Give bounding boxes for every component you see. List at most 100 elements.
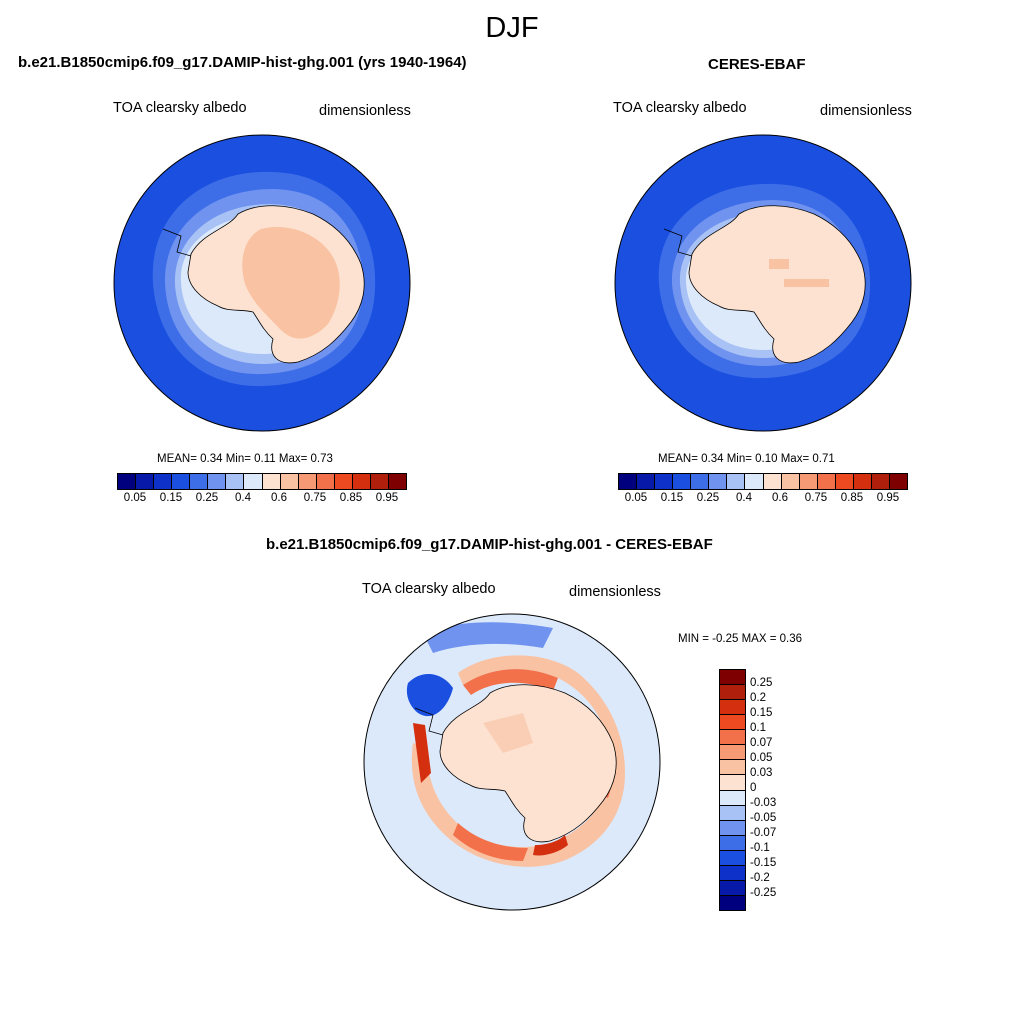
colorbar-tick-label: 0.25 xyxy=(195,492,219,504)
colorbar-swatch xyxy=(720,880,745,896)
colorbar-swatch xyxy=(655,474,674,489)
panel2-colorbar xyxy=(618,473,908,490)
panel3-colorbar-ticks: 0.25 0.2 0.15 0.1 0.07 0.05 0.03 0 -0.03 -0.05 -0.… xyxy=(750,669,790,909)
colorbar-swatch xyxy=(262,474,281,489)
colorbar-swatch xyxy=(835,474,854,489)
panel1-title: b.e21.B1850cmip6.f09_g17.DAMIP-hist-ghg.… xyxy=(18,54,467,71)
colorbar-tick-label: 0.4 xyxy=(235,492,251,504)
colorbar-swatch xyxy=(208,474,227,489)
panel3-stats: MIN = -0.25 MAX = 0.36 xyxy=(678,633,803,645)
colorbar-swatch xyxy=(871,474,890,489)
colorbar-tick-label: 0.6 xyxy=(271,492,287,504)
colorbar-tick-label: -0.2 xyxy=(750,872,770,884)
colorbar-swatch xyxy=(619,474,638,489)
colorbar-swatch xyxy=(673,474,692,489)
colorbar-tick-label: 0.05 xyxy=(123,492,147,504)
colorbar-swatch xyxy=(691,474,710,489)
colorbar-tick-label: 0.85 xyxy=(840,492,864,504)
colorbar-swatch xyxy=(720,865,745,881)
panel2-map xyxy=(614,134,912,432)
panel2-title: CERES-EBAF xyxy=(708,56,806,73)
colorbar-swatch xyxy=(226,474,245,489)
colorbar-swatch xyxy=(720,895,745,910)
colorbar-tick-label: -0.15 xyxy=(750,857,777,869)
panel3-colorbar xyxy=(719,669,746,911)
panel2-units: dimensionless xyxy=(820,103,912,119)
panel1-map xyxy=(113,134,411,432)
colorbar-swatch xyxy=(720,715,745,731)
colorbar-swatch xyxy=(817,474,836,489)
colorbar-tick-label: 0.1 xyxy=(750,722,766,734)
colorbar-swatch xyxy=(853,474,872,489)
panel1-colorbar xyxy=(117,473,407,490)
colorbar-swatch xyxy=(118,474,137,489)
colorbar-swatch xyxy=(720,790,745,806)
colorbar-swatch xyxy=(334,474,353,489)
colorbar-tick-label: 0.07 xyxy=(750,737,773,749)
colorbar-swatch xyxy=(709,474,728,489)
panel1-stats: MEAN= 0.34 Min= 0.11 Max= 0.73 xyxy=(157,453,333,465)
colorbar-swatch xyxy=(799,474,818,489)
colorbar-swatch xyxy=(190,474,209,489)
panel2-colorbar-ticks: 0.05 0.15 0.25 0.4 0.6 0.75 0.85 0.95 xyxy=(618,492,906,506)
colorbar-swatch xyxy=(136,474,155,489)
colorbar-swatch xyxy=(763,474,782,489)
colorbar-swatch xyxy=(781,474,800,489)
panel3-title: b.e21.B1850cmip6.f09_g17.DAMIP-hist-ghg.… xyxy=(266,536,713,553)
colorbar-tick-label: 0.15 xyxy=(750,707,773,719)
season-title: DJF xyxy=(485,12,539,44)
colorbar-tick-label: -0.25 xyxy=(750,887,777,899)
colorbar-swatch xyxy=(720,670,745,686)
colorbar-swatch xyxy=(637,474,656,489)
colorbar-tick-label: -0.1 xyxy=(750,842,770,854)
colorbar-swatch xyxy=(244,474,263,489)
colorbar-swatch xyxy=(388,474,406,489)
colorbar-swatch xyxy=(720,760,745,776)
colorbar-swatch xyxy=(720,835,745,851)
colorbar-tick-label: 0 xyxy=(750,782,757,794)
colorbar-tick-label: 0.85 xyxy=(339,492,363,504)
colorbar-tick-label: 0.15 xyxy=(660,492,684,504)
colorbar-tick-label: 0.15 xyxy=(159,492,183,504)
colorbar-swatch xyxy=(720,775,745,791)
colorbar-swatch xyxy=(720,820,745,836)
colorbar-tick-label: 0.05 xyxy=(624,492,648,504)
panel2-variable: TOA clearsky albedo xyxy=(613,100,747,116)
colorbar-swatch xyxy=(720,850,745,866)
colorbar-tick-label: 0.2 xyxy=(750,692,766,704)
panel1-colorbar-ticks: 0.05 0.15 0.25 0.4 0.6 0.75 0.85 0.95 xyxy=(117,492,405,506)
colorbar-swatch xyxy=(720,745,745,761)
colorbar-swatch xyxy=(352,474,371,489)
panel3-units: dimensionless xyxy=(569,584,661,600)
colorbar-swatch xyxy=(727,474,746,489)
colorbar-swatch xyxy=(370,474,389,489)
colorbar-swatch xyxy=(745,474,764,489)
colorbar-tick-label: 0.25 xyxy=(750,677,773,689)
colorbar-swatch xyxy=(280,474,299,489)
colorbar-tick-label: 0.95 xyxy=(375,492,399,504)
colorbar-swatch xyxy=(154,474,173,489)
colorbar-swatch xyxy=(298,474,317,489)
colorbar-tick-label: -0.07 xyxy=(750,827,777,839)
colorbar-swatch xyxy=(720,805,745,821)
colorbar-swatch xyxy=(720,700,745,716)
colorbar-swatch xyxy=(889,474,907,489)
colorbar-tick-label: 0.25 xyxy=(696,492,720,504)
colorbar-swatch xyxy=(172,474,191,489)
colorbar-swatch xyxy=(720,730,745,746)
panel1-variable: TOA clearsky albedo xyxy=(113,100,247,116)
colorbar-swatch xyxy=(316,474,335,489)
colorbar-swatch xyxy=(720,685,745,701)
colorbar-tick-label: 0.4 xyxy=(736,492,752,504)
panel1-units: dimensionless xyxy=(319,103,411,119)
colorbar-tick-label: 0.6 xyxy=(772,492,788,504)
colorbar-tick-label: 0.75 xyxy=(303,492,327,504)
colorbar-tick-label: 0.03 xyxy=(750,767,773,779)
colorbar-tick-label: -0.03 xyxy=(750,797,777,809)
colorbar-tick-label: 0.05 xyxy=(750,752,773,764)
colorbar-tick-label: -0.05 xyxy=(750,812,777,824)
panel3-variable: TOA clearsky albedo xyxy=(362,581,496,597)
colorbar-tick-label: 0.75 xyxy=(804,492,828,504)
panel3-map xyxy=(363,613,661,911)
panel2-stats: MEAN= 0.34 Min= 0.10 Max= 0.71 xyxy=(658,453,835,465)
